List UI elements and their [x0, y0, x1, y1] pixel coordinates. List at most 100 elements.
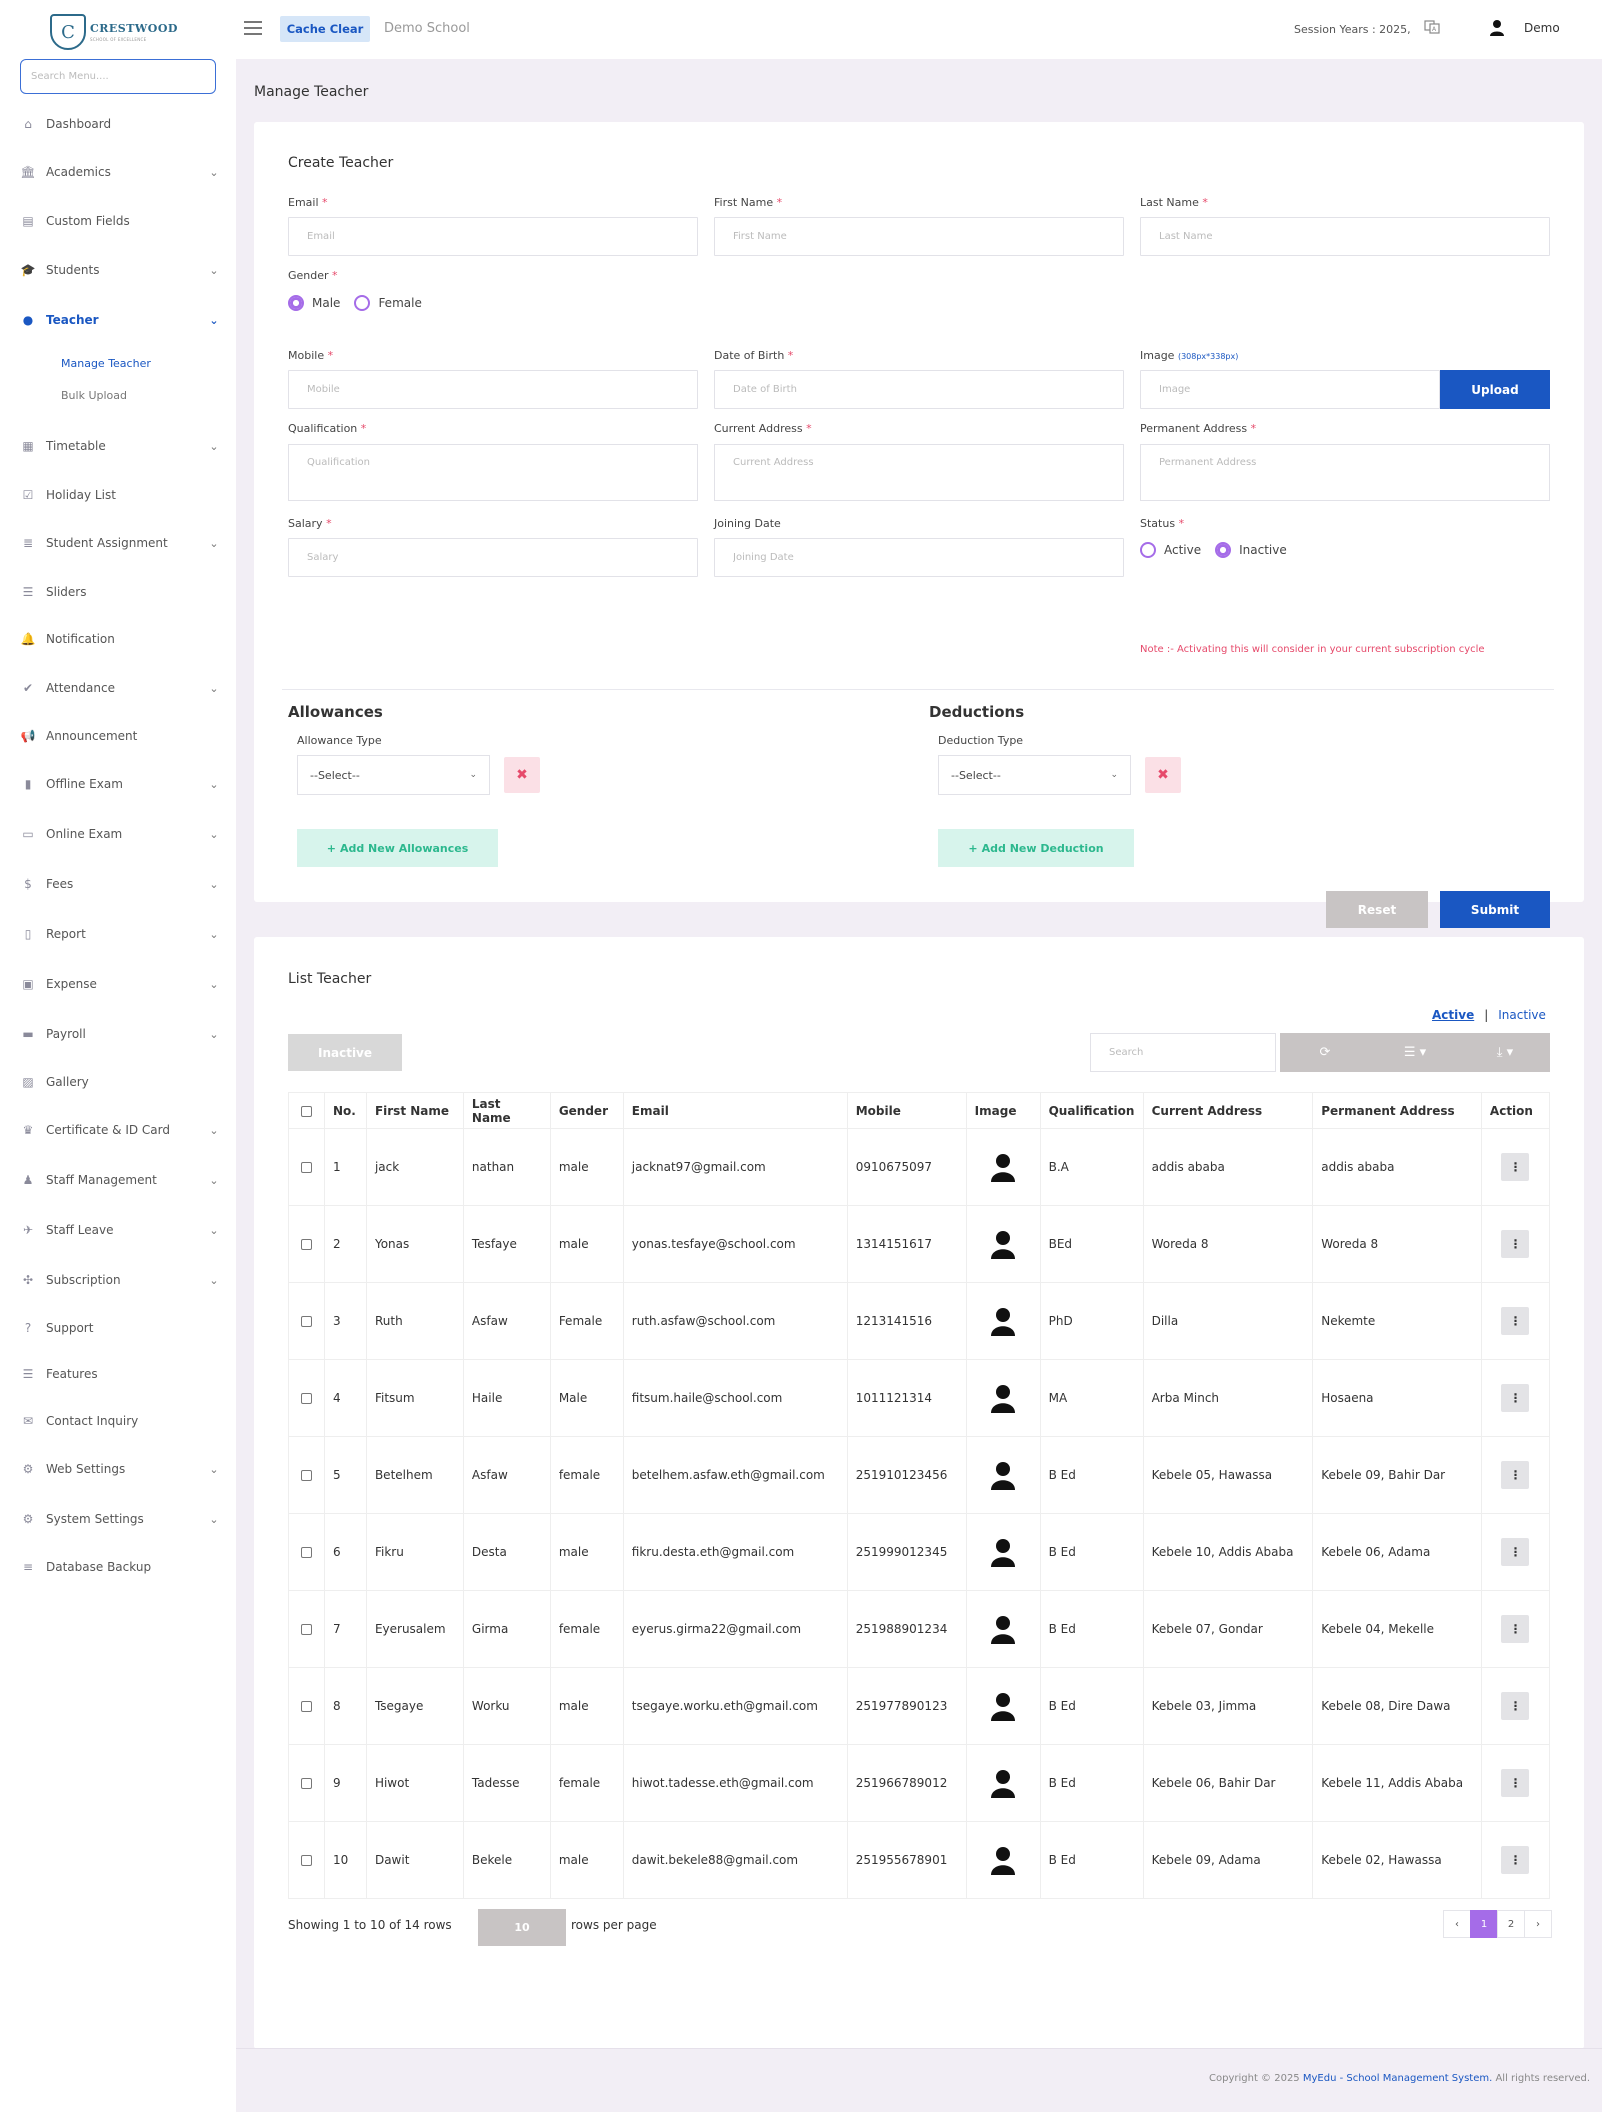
- sidebar-item-teacher[interactable]: ● Teacher ⌄: [20, 308, 220, 332]
- row-checkbox[interactable]: [300, 1701, 312, 1712]
- sidebar-item-students[interactable]: 🎓 Students ⌄: [20, 258, 220, 282]
- row-checkbox[interactable]: [300, 1162, 312, 1173]
- hamburger-menu-icon[interactable]: [244, 21, 262, 35]
- next-page-button[interactable]: ›: [1524, 1910, 1552, 1938]
- first-name-field[interactable]: [714, 217, 1124, 256]
- col-permanent-address[interactable]: Permanent Address: [1312, 1092, 1482, 1129]
- sidebar-subitem-manage-teacher[interactable]: Manage Teacher: [61, 357, 151, 370]
- current-address-field[interactable]: [714, 444, 1124, 501]
- sidebar-item-web-settings[interactable]: ⚙ Web Settings ⌄: [20, 1457, 220, 1481]
- last-name-field[interactable]: [1140, 217, 1550, 256]
- add-deduction-button[interactable]: + Add New Deduction: [938, 829, 1134, 867]
- export-icon[interactable]: ⤓ ▾: [1496, 1045, 1514, 1060]
- prev-page-button[interactable]: ‹: [1443, 1910, 1471, 1938]
- col-qualification[interactable]: Qualification: [1039, 1092, 1144, 1129]
- remove-deduction-button[interactable]: ✖: [1145, 757, 1181, 793]
- add-allowance-button[interactable]: + Add New Allowances: [297, 829, 498, 867]
- bulk-inactive-button[interactable]: Inactive: [288, 1034, 402, 1071]
- row-action-menu-button[interactable]: ⋮: [1501, 1461, 1530, 1489]
- menu-search-input[interactable]: [20, 59, 216, 94]
- gender-male-radio[interactable]: [288, 295, 304, 311]
- table-search-input[interactable]: [1090, 1033, 1276, 1072]
- row-checkbox[interactable]: [300, 1470, 312, 1481]
- user-avatar-icon[interactable]: [1488, 19, 1506, 37]
- col-gender[interactable]: Gender: [549, 1092, 624, 1129]
- sidebar-item-attendance[interactable]: ✔ Attendance ⌄: [20, 676, 220, 700]
- sidebar-item-gallery[interactable]: ▨ Gallery: [20, 1070, 220, 1094]
- col-mobile[interactable]: Mobile: [846, 1092, 967, 1129]
- mobile-field[interactable]: [288, 370, 698, 409]
- row-checkbox[interactable]: [300, 1393, 312, 1404]
- sidebar-item-student-assignment[interactable]: ≣ Student Assignment ⌄: [20, 531, 220, 555]
- footer-link[interactable]: MyEdu - School Management System.: [1302, 2073, 1493, 2084]
- sidebar-item-academics[interactable]: 🏛 Academics ⌄: [20, 160, 220, 184]
- col-first-name[interactable]: First Name: [365, 1092, 464, 1129]
- row-action-menu-button[interactable]: ⋮: [1501, 1538, 1530, 1566]
- sidebar-item-report[interactable]: ▯ Report ⌄: [20, 922, 220, 946]
- status-active-radio[interactable]: [1140, 542, 1156, 558]
- remove-allowance-button[interactable]: ✖: [504, 757, 540, 793]
- sidebar-item-certificate-and-id-card[interactable]: ♛ Certificate & ID Card ⌄: [20, 1118, 220, 1142]
- sidebar-item-notification[interactable]: 🔔 Notification: [20, 627, 220, 651]
- row-checkbox[interactable]: [300, 1778, 312, 1789]
- sidebar-item-online-exam[interactable]: ▭ Online Exam ⌄: [20, 822, 220, 846]
- col-last-name[interactable]: Last Name: [462, 1092, 551, 1129]
- row-checkbox[interactable]: [300, 1547, 312, 1558]
- sidebar-item-contact-inquiry[interactable]: ✉ Contact Inquiry: [20, 1409, 220, 1433]
- row-checkbox[interactable]: [300, 1239, 312, 1250]
- email-field[interactable]: [288, 217, 698, 256]
- cache-clear-button[interactable]: Cache Clear: [280, 16, 370, 42]
- row-checkbox[interactable]: [300, 1855, 312, 1866]
- select-all-checkbox[interactable]: [300, 1105, 312, 1117]
- col-current-address[interactable]: Current Address: [1142, 1092, 1314, 1129]
- sidebar-item-sliders[interactable]: ☰ Sliders: [20, 580, 220, 604]
- sidebar-item-fees[interactable]: $ Fees ⌄: [20, 872, 220, 896]
- row-action-menu-button[interactable]: ⋮: [1501, 1230, 1530, 1258]
- upload-button[interactable]: Upload: [1440, 370, 1550, 409]
- submit-button[interactable]: Submit: [1440, 891, 1550, 928]
- sidebar-item-holiday-list[interactable]: ☑ Holiday List: [20, 483, 220, 507]
- salary-field[interactable]: [288, 538, 698, 577]
- allowance-type-select[interactable]: --Select-- ⌄: [297, 755, 490, 795]
- sidebar-item-support[interactable]: ? Support: [20, 1316, 220, 1340]
- permanent-address-field[interactable]: [1140, 444, 1550, 501]
- gender-female-radio[interactable]: [354, 295, 371, 311]
- col-email[interactable]: Email: [622, 1092, 848, 1129]
- sidebar-item-expense[interactable]: ▣ Expense ⌄: [20, 972, 220, 996]
- col-no[interactable]: No.: [323, 1092, 367, 1129]
- row-action-menu-button[interactable]: ⋮: [1501, 1384, 1530, 1412]
- joining-date-field[interactable]: [714, 538, 1124, 577]
- sidebar-item-payroll[interactable]: ▬ Payroll ⌄: [20, 1022, 220, 1046]
- row-action-menu-button[interactable]: ⋮: [1501, 1846, 1530, 1874]
- sidebar-item-system-settings[interactable]: ⚙ System Settings ⌄: [20, 1507, 220, 1531]
- columns-toggle-icon[interactable]: ☰ ▾: [1403, 1045, 1427, 1060]
- sidebar-item-timetable[interactable]: ▦ Timetable ⌄: [20, 434, 220, 458]
- page-size-button[interactable]: 10: [478, 1909, 566, 1946]
- sidebar-item-dashboard[interactable]: ⌂ Dashboard: [20, 112, 220, 136]
- language-icon[interactable]: A: [1424, 19, 1442, 37]
- row-action-menu-button[interactable]: ⋮: [1501, 1692, 1530, 1720]
- row-checkbox[interactable]: [300, 1624, 312, 1635]
- deduction-type-select[interactable]: --Select-- ⌄: [938, 755, 1131, 795]
- filter-active-link[interactable]: Active: [1432, 1008, 1475, 1022]
- row-action-menu-button[interactable]: ⋮: [1501, 1769, 1530, 1797]
- sidebar-item-custom-fields[interactable]: ▤ Custom Fields: [20, 209, 220, 233]
- row-action-menu-button[interactable]: ⋮: [1501, 1307, 1530, 1335]
- row-action-menu-button[interactable]: ⋮: [1501, 1153, 1530, 1181]
- sidebar-item-offline-exam[interactable]: ▮ Offline Exam ⌄: [20, 772, 220, 796]
- sidebar-item-features[interactable]: ☰ Features: [20, 1362, 220, 1386]
- filter-inactive-link[interactable]: Inactive: [1498, 1008, 1546, 1022]
- user-name[interactable]: Demo: [1524, 21, 1560, 35]
- brand-logo[interactable]: C CRESTWOOD SCHOOL OF EXCELLENCE: [50, 14, 178, 50]
- row-checkbox[interactable]: [300, 1316, 312, 1327]
- sidebar-item-announcement[interactable]: 📢 Announcement: [20, 724, 220, 748]
- image-field[interactable]: [1140, 370, 1440, 409]
- sidebar-item-database-backup[interactable]: ≡ Database Backup: [20, 1555, 220, 1579]
- reset-button[interactable]: Reset: [1326, 891, 1428, 928]
- dob-field[interactable]: [714, 370, 1124, 409]
- sidebar-item-staff-management[interactable]: ♟ Staff Management ⌄: [20, 1168, 220, 1192]
- refresh-icon[interactable]: ⟳: [1319, 1045, 1331, 1060]
- sidebar-item-subscription[interactable]: ✣ Subscription ⌄: [20, 1268, 220, 1292]
- row-action-menu-button[interactable]: ⋮: [1501, 1615, 1530, 1643]
- sidebar-item-staff-leave[interactable]: ✈ Staff Leave ⌄: [20, 1218, 220, 1242]
